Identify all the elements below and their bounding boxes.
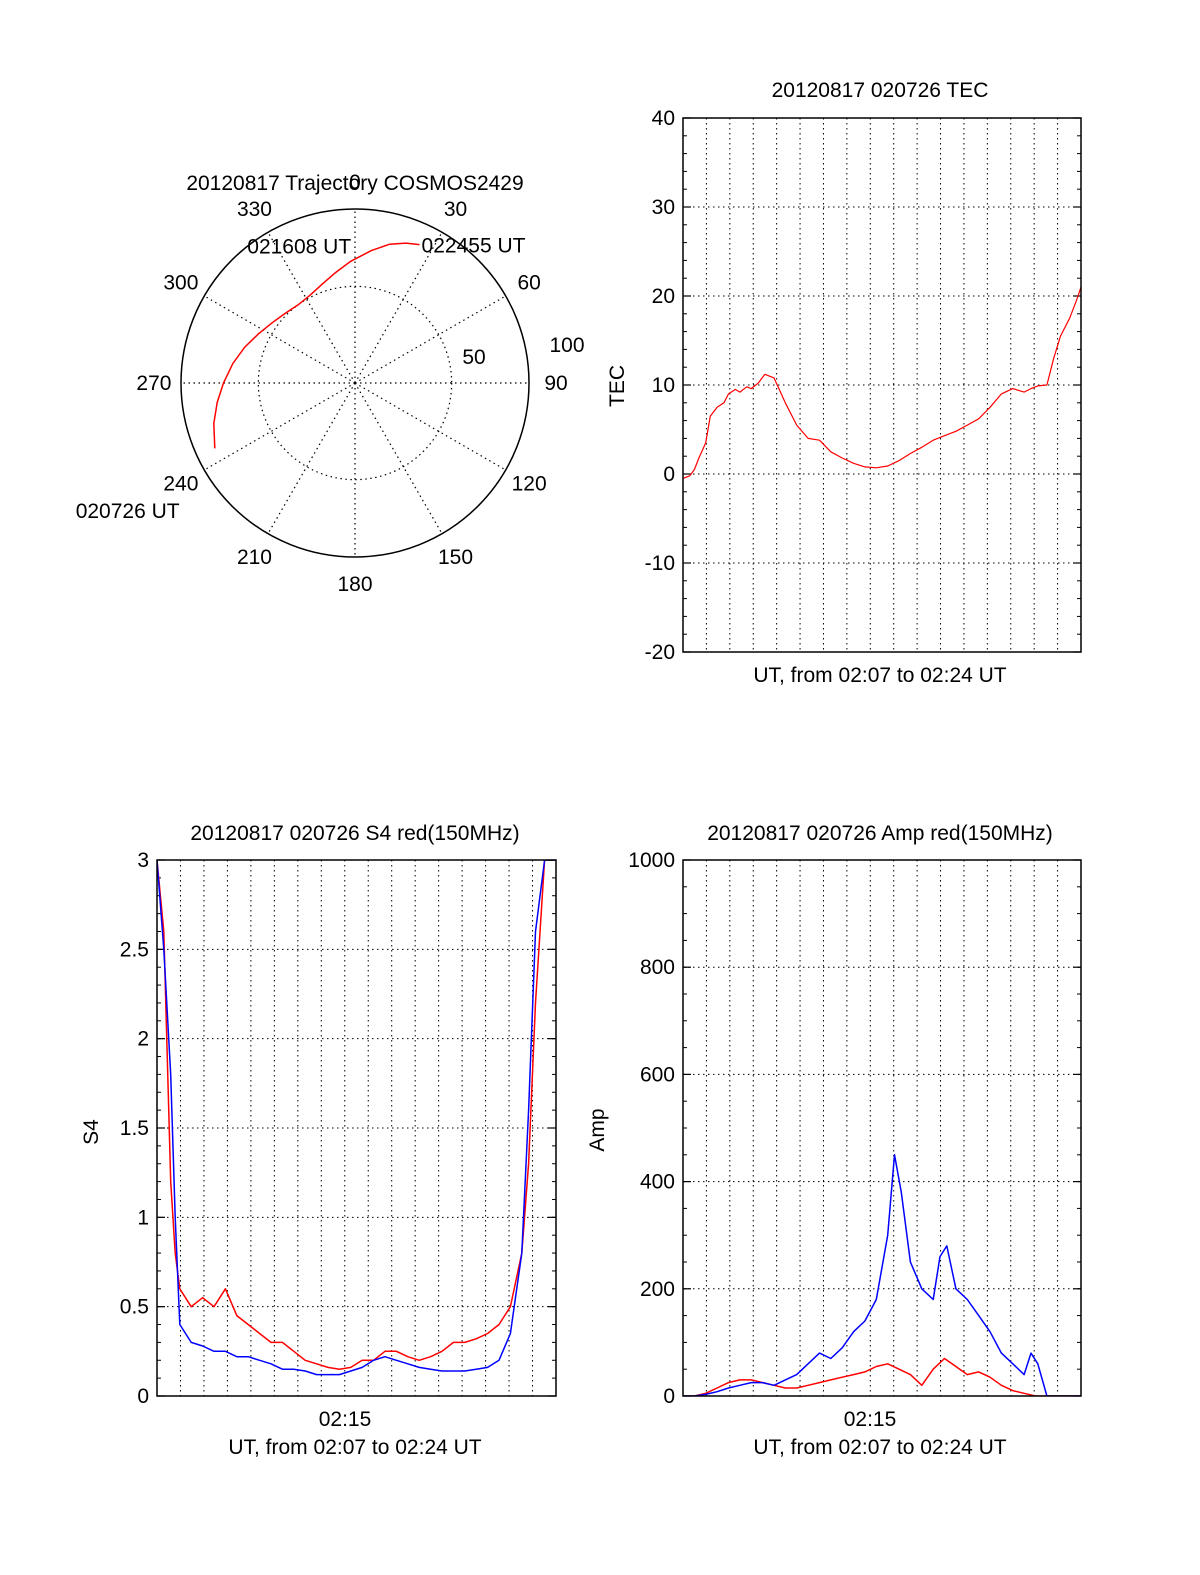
s4-chart: 20120817 020726 S4 red(150MHz) S4 02:15 … [80,822,557,1459]
y-tick-label: 20 [652,285,675,308]
polar-trajectory-line [213,242,420,449]
y-tick-label: 800 [640,956,675,979]
polar-spoke-30 [354,232,443,384]
polar-angle-label: 0 [349,171,361,194]
tec-y-axis-label: TEC [606,365,629,407]
amp-x-tick-label: 02:15 [844,1408,897,1431]
y-tick-label: 40 [652,107,675,130]
y-tick-label: 2 [137,1028,149,1051]
plot-frame [682,859,1082,1397]
polar-spoke-150 [354,382,443,534]
y-tick-label: 10 [652,374,675,397]
y-tick-label: 0.5 [120,1296,149,1319]
polar-angle-label: 180 [337,573,372,596]
y-tick-label: 30 [652,196,675,219]
plot-frame [156,859,557,1397]
polar-radius-label: 50 [462,346,485,369]
y-tick-label: -10 [645,552,675,575]
y-tick-label: 2.5 [120,938,149,961]
polar-time-annotation: 020726 UT [76,500,180,523]
s4-x-axis-label: UT, from 02:07 to 02:24 UT [228,1436,481,1459]
amp-x-axis-label: UT, from 02:07 to 02:24 UT [753,1436,1006,1459]
blue-series-line [683,1154,1081,1396]
y-tick-label: 200 [640,1278,675,1301]
polar-angle-label: 300 [163,271,198,294]
polar-spoke-210 [267,382,356,534]
polar-angle-label: 30 [444,198,467,221]
red-series-line [157,860,556,1370]
red-series-line [683,1357,1081,1396]
polar-angle-label: 270 [136,372,171,395]
polar-angle-label: 210 [237,546,272,569]
y-tick-label: 1000 [628,849,675,872]
plot-frame [682,117,1082,653]
polar-grid [180,208,530,558]
polar-angle-label: 60 [517,271,540,294]
y-tick-label: 3 [137,849,149,872]
polar-angle-label: 150 [438,546,473,569]
polar-radius-label: 100 [549,334,584,357]
amp-chart-title: 20120817 020726 Amp red(150MHz) [707,822,1053,845]
y-tick-label: 0 [663,463,675,486]
polar-outer-ring [180,208,530,558]
y-tick-label: 0 [137,1385,149,1408]
polar-spoke-240 [204,382,356,471]
polar-labels: 0 30 60 90 120 150 180 210 240 270 300 330 50 100 0224… [76,171,585,596]
tec-plot-area: -20 -10 0 10 20 30 40 [645,107,1082,664]
blue-series-line [157,860,556,1376]
polar-ring-50 [257,285,453,481]
amp-chart: 20120817 020726 Amp red(150MHz) Amp 02:1… [586,822,1082,1459]
y-tick-label: 1.5 [120,1117,149,1140]
tec-chart-title: 20120817 020726 TEC [772,79,989,102]
polar-time-annotation: 022455 UT [422,235,526,258]
polar-spoke-60 [354,295,506,384]
amp-plot-area: 0 200 400 600 800 1000 [628,849,1082,1408]
y-tick-label: -20 [645,641,675,664]
polar-time-annotation: 021608 UT [247,235,351,258]
s4-plot-area: 0 0.5 1 1.5 2 2.5 3 [120,849,557,1408]
tec-chart: 20120817 020726 TEC TEC UT, from 02:07 t… [606,79,1082,687]
polar-trajectory-series [213,242,420,449]
polar-angle-label: 120 [512,473,547,496]
polar-spoke-120 [354,382,506,471]
y-tick-label: 0 [663,1385,675,1408]
polar-trajectory-chart: 20120817 Trajectory COSMOS2429 0 30 60 90 12… [76,171,585,596]
amp-y-axis-label: Amp [586,1108,609,1151]
y-tick-label: 400 [640,1171,675,1194]
polar-spoke-330 [267,232,356,384]
polar-angle-label: 240 [163,473,198,496]
polar-chart-title: 20120817 Trajectory COSMOS2429 [186,172,523,195]
red-series-line [683,286,1081,479]
s4-chart-title: 20120817 020726 S4 red(150MHz) [190,822,519,845]
s4-y-axis-label: S4 [80,1119,103,1145]
polar-angle-label: 90 [544,372,567,395]
polar-angle-label: 330 [237,198,272,221]
polar-spoke-300 [204,295,356,384]
s4-x-tick-label: 02:15 [319,1408,372,1431]
tec-x-axis-label: UT, from 02:07 to 02:24 UT [753,664,1006,687]
y-tick-label: 1 [137,1206,149,1229]
y-tick-label: 600 [640,1063,675,1086]
